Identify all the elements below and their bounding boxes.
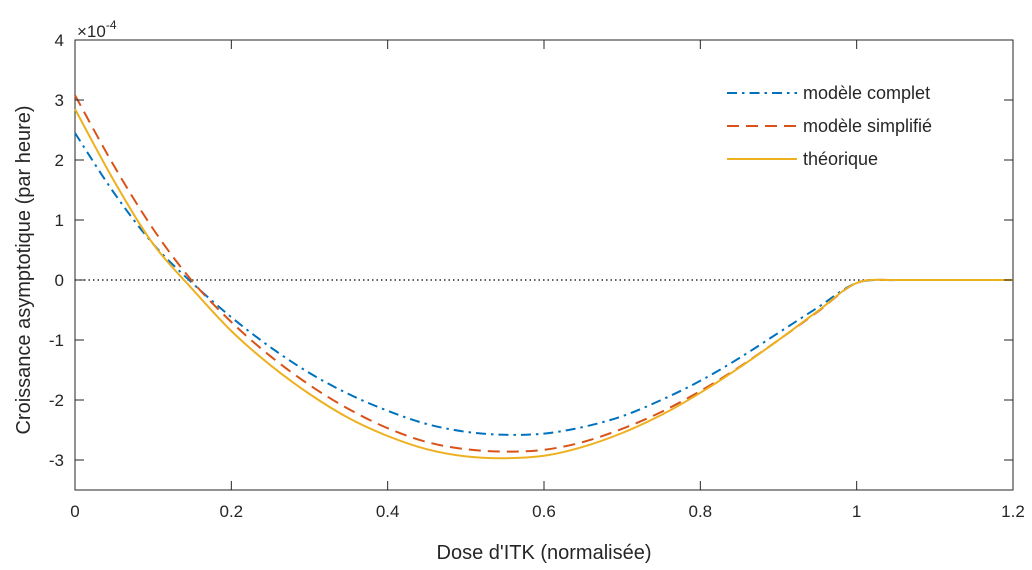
x-tick-label: 0.6 [532, 502, 556, 521]
y-tick-label: -2 [49, 391, 64, 410]
y-axis-exponent: ×10-4 [77, 18, 117, 41]
x-tick-label: 0.4 [376, 502, 400, 521]
x-tick-label: 0 [70, 502, 79, 521]
y-tick-label: 2 [55, 151, 64, 170]
y-tick-label: 0 [55, 271, 64, 290]
y-tick-label: -1 [49, 331, 64, 350]
series-line-theorique [74, 108, 1013, 460]
series-line-modele-simplifie [74, 94, 1013, 453]
y-tick-label: 4 [55, 31, 64, 50]
y-axis-label: Croissance asymptotique (par heure) [13, 105, 35, 434]
y-tick-label: 3 [55, 91, 64, 110]
x-tick-label: 1.2 [1001, 502, 1025, 521]
legend-label-modele-complet: modèle complet [803, 83, 930, 103]
axes-box [74, 39, 1014, 491]
y-tick-label: 1 [55, 211, 64, 230]
y-axis-exponent-base: ×10 [77, 22, 106, 41]
legend-label-modele-simplifie: modèle simplifié [803, 116, 932, 136]
plot-frame [74, 39, 1014, 491]
y-axis-exponent-power: -4 [106, 18, 117, 32]
x-tick-label: 0.2 [220, 502, 244, 521]
series-layer [74, 94, 1013, 460]
x-axis-label: Dose d'ITK (normalisée) [437, 542, 652, 564]
legend-label-theorique: théorique [803, 149, 878, 169]
y-tick-label: -3 [49, 451, 64, 470]
tick-layer: 0 0.2 0.4 0.6 0.8 1 1.2 -3 -2 -1 0 1 2 3 4 [49, 31, 1025, 521]
series-line-modele-complet [74, 132, 1013, 436]
x-tick-label: 0.8 [689, 502, 713, 521]
legend: modèle complet modèle simplifié théorique [727, 83, 932, 169]
x-tick-label: 1 [852, 502, 861, 521]
